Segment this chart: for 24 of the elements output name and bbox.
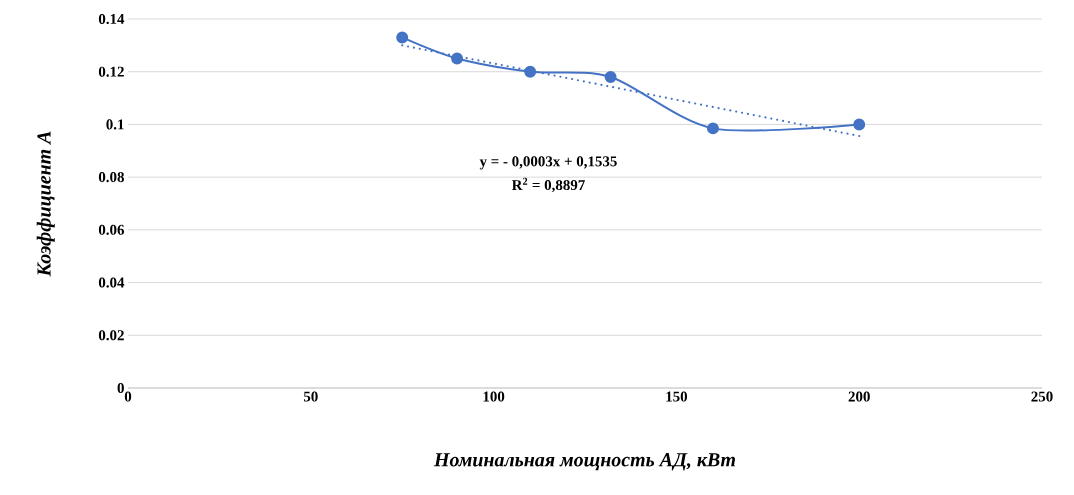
- y-tick-label: 0: [117, 382, 124, 394]
- x-tick-label: 0: [124, 391, 132, 402]
- x-tick-label: 250: [1031, 391, 1053, 402]
- x-tick-label: 50: [303, 391, 318, 402]
- x-tick-label: 100: [483, 391, 505, 402]
- y-tick-label: 0.04: [98, 277, 125, 288]
- x-axis-title: Номинальная мощность АД, кВт: [433, 453, 736, 471]
- y-tick-label: 0.02: [98, 330, 124, 341]
- y-tick-label: 0.1: [106, 119, 124, 130]
- point: [451, 52, 464, 65]
- point: [524, 65, 537, 78]
- point: [604, 71, 617, 83]
- point: [706, 122, 719, 135]
- y-tick-label: 0.08: [98, 172, 124, 183]
- point: [396, 31, 409, 44]
- x-tick-label: 150: [666, 391, 688, 402]
- annotation: R$^{2}$ = 0,8897: [511, 177, 585, 193]
- y-tick-label: 0.14: [98, 13, 125, 25]
- point: [853, 118, 866, 131]
- y-tick-label: 0.12: [98, 66, 124, 77]
- y-tick-label: 0.06: [98, 224, 125, 235]
- y-axis-title: Коэффициент А: [36, 131, 55, 277]
- annotation: y = - 0,0003x + 0,1535: [479, 156, 617, 170]
- x-tick-label: 200: [848, 391, 870, 402]
